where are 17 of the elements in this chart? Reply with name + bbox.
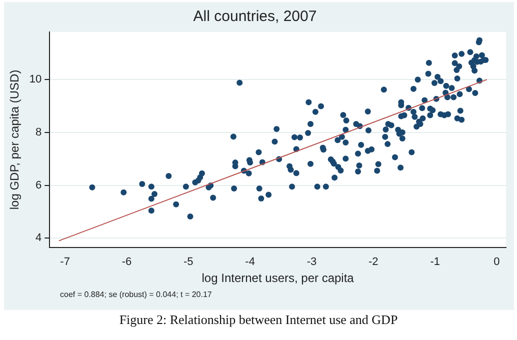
x-tick-label: -7 <box>60 256 70 268</box>
x-tick-label: -4 <box>245 256 255 268</box>
x-tick-label: -1 <box>430 256 440 268</box>
x-tick-label: -6 <box>122 256 132 268</box>
y-tick-label: 4 <box>36 232 42 244</box>
x-tick-label: -5 <box>184 256 194 268</box>
y-tick-label: 6 <box>36 179 42 192</box>
x-tick-label: -3 <box>306 256 317 268</box>
y-tick-label: 10 <box>29 74 42 86</box>
x-axis-title: log Internet users, per capita <box>202 271 354 286</box>
chart-title: All countries, 2007 <box>193 8 317 26</box>
x-tick-label: 0 <box>494 256 500 268</box>
y-axis-title: log GDP, per capita (USD) <box>8 70 22 210</box>
caption: Figure 2: Relationship between Internet use and GDP <box>118 312 399 328</box>
text: coef = 0.884; se (robust) = 0.044; t = 20.17 <box>60 290 212 299</box>
x-tick-label: -2 <box>368 256 378 268</box>
y-tick-label: 8 <box>36 126 42 138</box>
